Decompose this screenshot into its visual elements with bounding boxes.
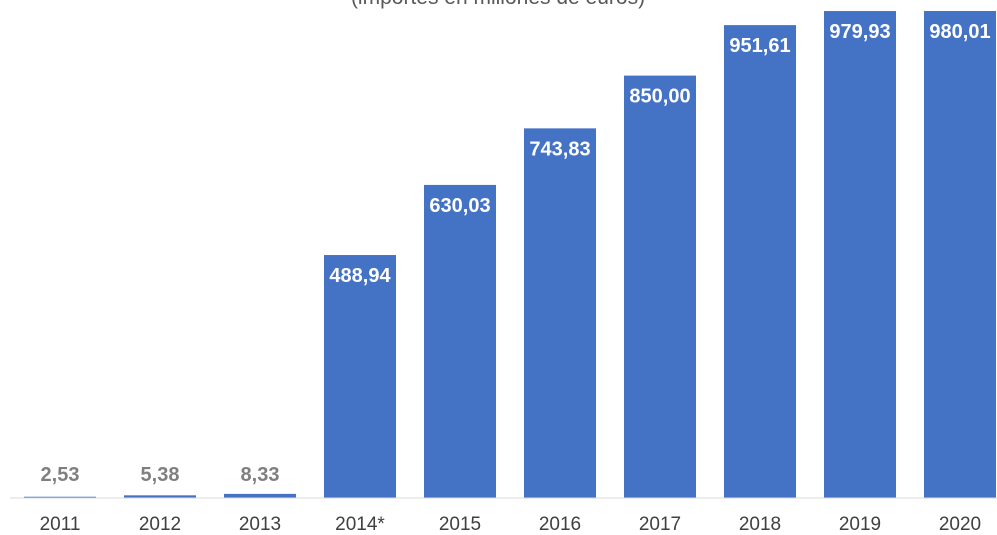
- value-label-2012: 5,38: [141, 464, 180, 486]
- value-label-2014: 488,94: [329, 265, 391, 287]
- value-label-2013: 8,33: [241, 464, 280, 486]
- value-label-2018: 951,61: [729, 35, 790, 57]
- bar-2019: [824, 11, 896, 498]
- value-label-2020: 980,01: [929, 21, 990, 43]
- value-label-2016: 743,83: [529, 138, 590, 160]
- bar-2020: [924, 11, 996, 498]
- x-tick-label-2017: 2017: [639, 514, 681, 535]
- bar-2012: [124, 495, 196, 498]
- value-labels-group: 2,53 5,38 8,33 488,94 630,03 743,83 850,00 951,…: [41, 21, 991, 486]
- value-label-2017: 850,00: [629, 86, 690, 108]
- bar-2018: [724, 25, 796, 499]
- bar-2017: [624, 75, 696, 498]
- x-tick-label-2016: 2016: [539, 514, 581, 535]
- value-label-2011: 2,53: [41, 464, 80, 486]
- bar-2011: [24, 496, 96, 498]
- bars-group: [24, 11, 996, 499]
- x-tick-label-2015: 2015: [439, 514, 481, 535]
- value-label-2015: 630,03: [429, 195, 490, 217]
- bar-2013: [224, 493, 296, 498]
- chart-subtitle: (importes en millones de euros): [351, 0, 645, 9]
- x-tick-label-2020: 2020: [939, 514, 981, 535]
- x-tick-label-2018: 2018: [739, 514, 781, 535]
- x-axis-ticks: 2011 2012 2013 2014* 2015 2016 2017 2018 2019 202…: [40, 514, 982, 535]
- value-label-2019: 979,93: [829, 21, 890, 43]
- x-tick-label-2014: 2014*: [335, 514, 385, 535]
- x-tick-label-2013: 2013: [239, 514, 281, 535]
- x-tick-label-2012: 2012: [139, 514, 181, 535]
- bar-2015: [424, 184, 496, 498]
- x-tick-label-2019: 2019: [839, 514, 881, 535]
- bar-2014: [324, 255, 396, 498]
- x-tick-label-2011: 2011: [40, 514, 81, 535]
- bar-2016: [524, 128, 596, 499]
